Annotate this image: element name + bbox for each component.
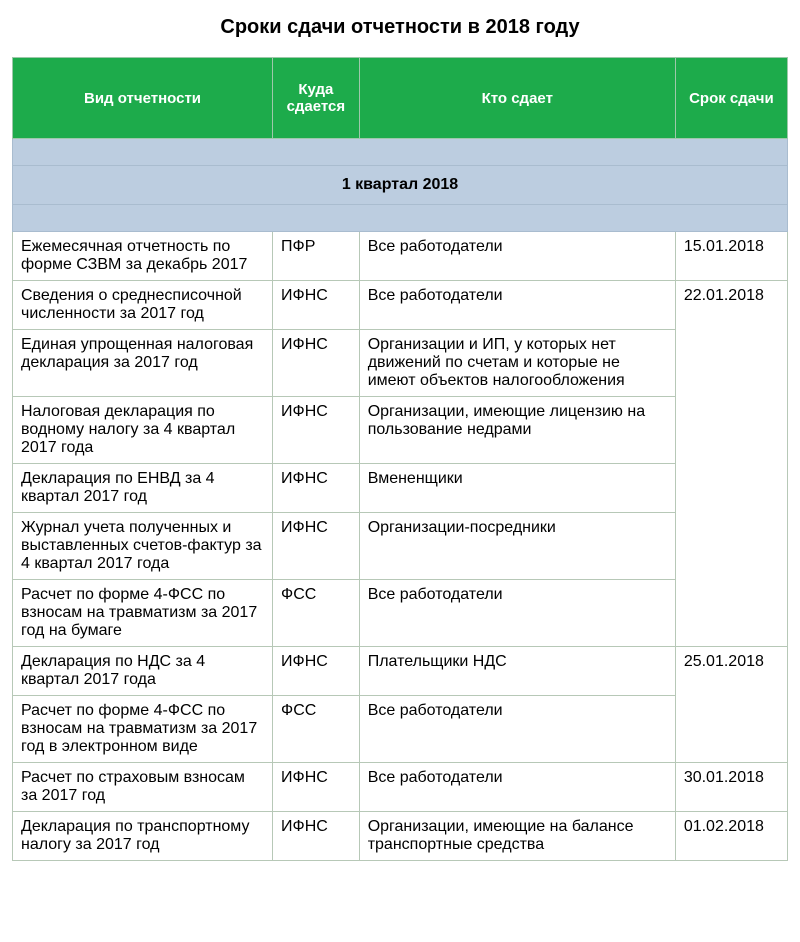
col-where: Куда сдается bbox=[273, 58, 360, 139]
cell-type: Декларация по транспортному налогу за 20… bbox=[13, 812, 273, 861]
cell-type: Расчет по форме 4-ФСС по взносам на трав… bbox=[13, 696, 273, 763]
cell-where: ФСС bbox=[273, 696, 360, 763]
table-row: Налоговая декларация по водному налогу з… bbox=[13, 397, 788, 464]
cell-where: ИФНС bbox=[273, 464, 360, 513]
col-type: Вид отчетности bbox=[13, 58, 273, 139]
cell-where: ПФР bbox=[273, 232, 360, 281]
cell-type: Расчет по форме 4-ФСС по взносам на трав… bbox=[13, 580, 273, 647]
col-deadline: Срок сдачи bbox=[675, 58, 787, 139]
cell-where: ИФНС bbox=[273, 513, 360, 580]
cell-type: Декларация по ЕНВД за 4 квартал 2017 год bbox=[13, 464, 273, 513]
spacer-row bbox=[13, 139, 788, 166]
cell-who: Организации-посредники bbox=[359, 513, 675, 580]
cell-deadline: 15.01.2018 bbox=[675, 232, 787, 281]
table-row: Журнал учета полученных и выставленных с… bbox=[13, 513, 788, 580]
cell-who: Плательщики НДС bbox=[359, 647, 675, 696]
cell-type: Налоговая декларация по водному налогу з… bbox=[13, 397, 273, 464]
table-row: Расчет по форме 4-ФСС по взносам на трав… bbox=[13, 696, 788, 763]
cell-who: Вмененщики bbox=[359, 464, 675, 513]
cell-where: ИФНС bbox=[273, 763, 360, 812]
cell-type: Сведения о среднесписочной численности з… bbox=[13, 281, 273, 330]
cell-type: Расчет по страховым взносам за 2017 год bbox=[13, 763, 273, 812]
table-row: Ежемесячная отчетность по форме СЗВМ за … bbox=[13, 232, 788, 281]
cell-who: Все работодатели bbox=[359, 232, 675, 281]
cell-deadline: 30.01.2018 bbox=[675, 763, 787, 812]
table-row: Единая упрощенная налоговая декларация з… bbox=[13, 330, 788, 397]
table-row: Сведения о среднесписочной численности з… bbox=[13, 281, 788, 330]
cell-deadline: 25.01.2018 bbox=[675, 647, 787, 763]
cell-where: ИФНС bbox=[273, 397, 360, 464]
cell-type: Декларация по НДС за 4 квартал 2017 года bbox=[13, 647, 273, 696]
cell-where: ИФНС bbox=[273, 812, 360, 861]
cell-who: Все работодатели bbox=[359, 580, 675, 647]
cell-who: Организации, имеющие на балансе транспор… bbox=[359, 812, 675, 861]
table-row: Декларация по ЕНВД за 4 квартал 2017 год… bbox=[13, 464, 788, 513]
cell-where: ИФНС bbox=[273, 281, 360, 330]
cell-who: Организации и ИП, у которых нет движений… bbox=[359, 330, 675, 397]
cell-who: Все работодатели bbox=[359, 281, 675, 330]
table-row: Расчет по страховым взносам за 2017 год … bbox=[13, 763, 788, 812]
cell-deadline: 01.02.2018 bbox=[675, 812, 787, 861]
cell-deadline: 22.01.2018 bbox=[675, 281, 787, 647]
cell-type: Ежемесячная отчетность по форме СЗВМ за … bbox=[13, 232, 273, 281]
table-row: Расчет по форме 4-ФСС по взносам на трав… bbox=[13, 580, 788, 647]
cell-type: Журнал учета полученных и выставленных с… bbox=[13, 513, 273, 580]
table-row: Декларация по транспортному налогу за 20… bbox=[13, 812, 788, 861]
section-label: 1 квартал 2018 bbox=[13, 166, 788, 205]
cell-where: ИФНС bbox=[273, 330, 360, 397]
table-row: Декларация по НДС за 4 квартал 2017 года… bbox=[13, 647, 788, 696]
cell-where: ФСС bbox=[273, 580, 360, 647]
spacer-row bbox=[13, 205, 788, 232]
cell-who: Все работодатели bbox=[359, 763, 675, 812]
page-title: Сроки сдачи отчетности в 2018 году bbox=[12, 16, 788, 39]
cell-type: Единая упрощенная налоговая декларация з… bbox=[13, 330, 273, 397]
cell-where: ИФНС bbox=[273, 647, 360, 696]
table-header-row: Вид отчетности Куда сдается Кто сдает Ср… bbox=[13, 58, 788, 139]
col-who: Кто сдает bbox=[359, 58, 675, 139]
cell-who: Все работодатели bbox=[359, 696, 675, 763]
report-table: Вид отчетности Куда сдается Кто сдает Ср… bbox=[12, 57, 788, 861]
section-row: 1 квартал 2018 bbox=[13, 166, 788, 205]
cell-who: Организации, имеющие лицензию на пользов… bbox=[359, 397, 675, 464]
